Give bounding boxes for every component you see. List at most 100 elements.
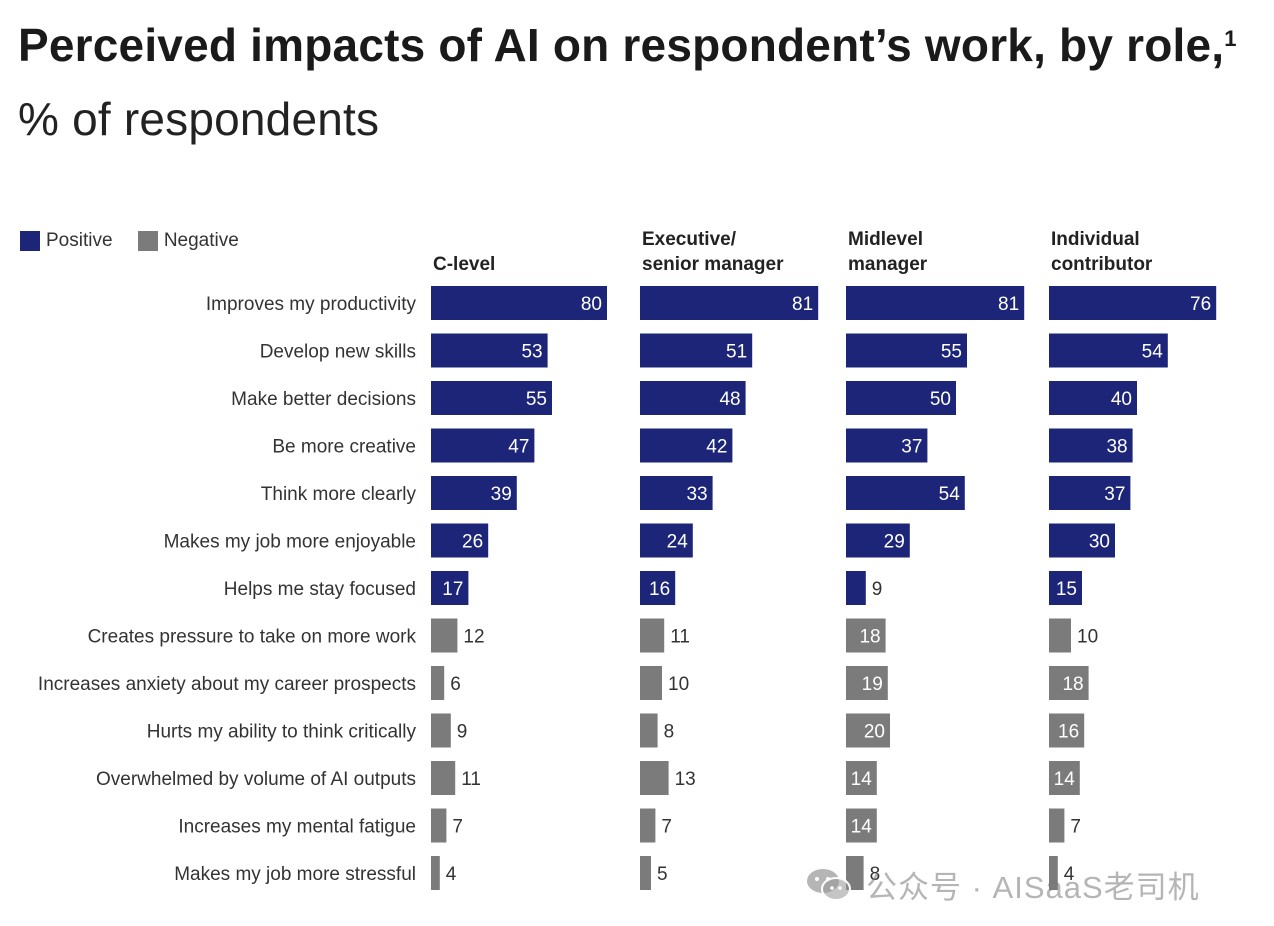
data-label: 50 [930,389,951,410]
bar [1049,428,1133,463]
category-label: Make better decisions [231,389,416,410]
bar [431,856,440,890]
data-label: 7 [661,817,672,838]
data-label: 51 [726,342,747,363]
data-label: 16 [649,579,670,600]
category-label: Helps me stay focused [224,579,416,600]
bar [1049,333,1168,368]
bar [846,476,965,510]
bar [640,523,693,558]
category-label: Makes my job more stressful [174,864,416,885]
bar [640,571,676,605]
bar [431,571,469,605]
category-label: Hurts my ability to think critically [147,722,417,743]
panel-header: Midlevel [848,229,923,250]
bar [846,523,910,558]
title-main: Perceived impacts of AI on respondent’s … [18,19,1225,71]
bar [846,286,1025,320]
bar [640,618,665,653]
data-label: 42 [706,437,727,458]
bar [431,618,458,653]
data-label: 6 [450,674,461,695]
data-label: 81 [792,294,813,315]
bar [1049,618,1071,653]
bar [1049,761,1080,795]
data-label: 8 [664,722,675,743]
title-footnote: 1 [1224,26,1237,51]
data-label: 37 [1104,484,1125,505]
category-label: Creates pressure to take on more work [88,627,417,648]
data-label: 4 [1064,864,1075,885]
bar [846,428,928,463]
data-label: 53 [521,342,542,363]
data-label: 26 [462,532,483,553]
bar [846,571,866,605]
bar [846,666,888,700]
category-label: Be more creative [272,437,416,458]
bar [846,856,864,890]
watermark: 公众号 · AISaaS老司机 [806,862,1200,907]
data-label: 30 [1089,532,1110,553]
bar [431,381,552,415]
bar [846,713,890,748]
data-label: 13 [675,769,696,790]
bar [431,286,607,320]
legend-positive-label: Positive [46,230,113,251]
bar [846,761,877,795]
data-label: 40 [1111,389,1132,410]
category-label: Increases my mental fatigue [178,817,416,838]
legend-positive-swatch [20,231,40,251]
data-label: 39 [491,484,512,505]
bar [640,286,819,320]
panel-header: manager [848,254,928,275]
panel-header: senior manager [642,254,784,275]
category-label: Overwhelmed by volume of AI outputs [96,769,416,790]
category-label: Makes my job more enjoyable [164,532,416,553]
legend: Positive Negative [20,230,259,257]
data-label: 11 [670,627,690,648]
data-label: 12 [463,627,484,648]
panel-header: contributor [1051,254,1153,275]
data-label: 9 [457,722,468,743]
bar [1049,523,1115,558]
data-label: 19 [862,674,883,695]
panel-header: C-level [433,254,495,275]
panel-header: Executive/ [642,229,737,250]
data-label: 38 [1106,437,1127,458]
bar [846,333,967,368]
panel-header: Individual [1051,229,1140,250]
data-label: 18 [1062,674,1083,695]
data-label: 76 [1190,294,1211,315]
bar [640,666,662,700]
category-label: Develop new skills [260,342,416,363]
bar [431,808,447,843]
data-label: 8 [870,864,881,885]
data-label: 10 [668,674,689,695]
data-label: 7 [1070,817,1081,838]
data-label: 81 [998,294,1019,315]
data-label: 55 [941,342,962,363]
bar [1049,808,1065,843]
legend-negative: Negative [137,230,239,252]
watermark-text: 公众号 · AISaaS老司机 [866,870,1200,905]
bar [431,666,445,700]
bar [640,856,651,890]
data-label: 54 [939,484,961,505]
data-label: 33 [686,484,707,505]
category-label: Improves my productivity [206,294,417,315]
data-label: 18 [859,627,880,648]
bar [846,381,956,415]
data-label: 24 [667,532,689,553]
bar [431,428,535,463]
data-label: 48 [719,389,740,410]
bar [431,333,548,368]
data-label: 29 [884,532,905,553]
data-label: 80 [581,294,602,315]
bar [846,618,886,653]
data-label: 10 [1077,627,1098,648]
data-label: 11 [461,769,481,790]
data-label: 4 [446,864,457,885]
chart-title: Perceived impacts of AI on respondent’s … [18,8,1258,156]
bar [1049,713,1085,748]
data-label: 20 [864,722,885,743]
